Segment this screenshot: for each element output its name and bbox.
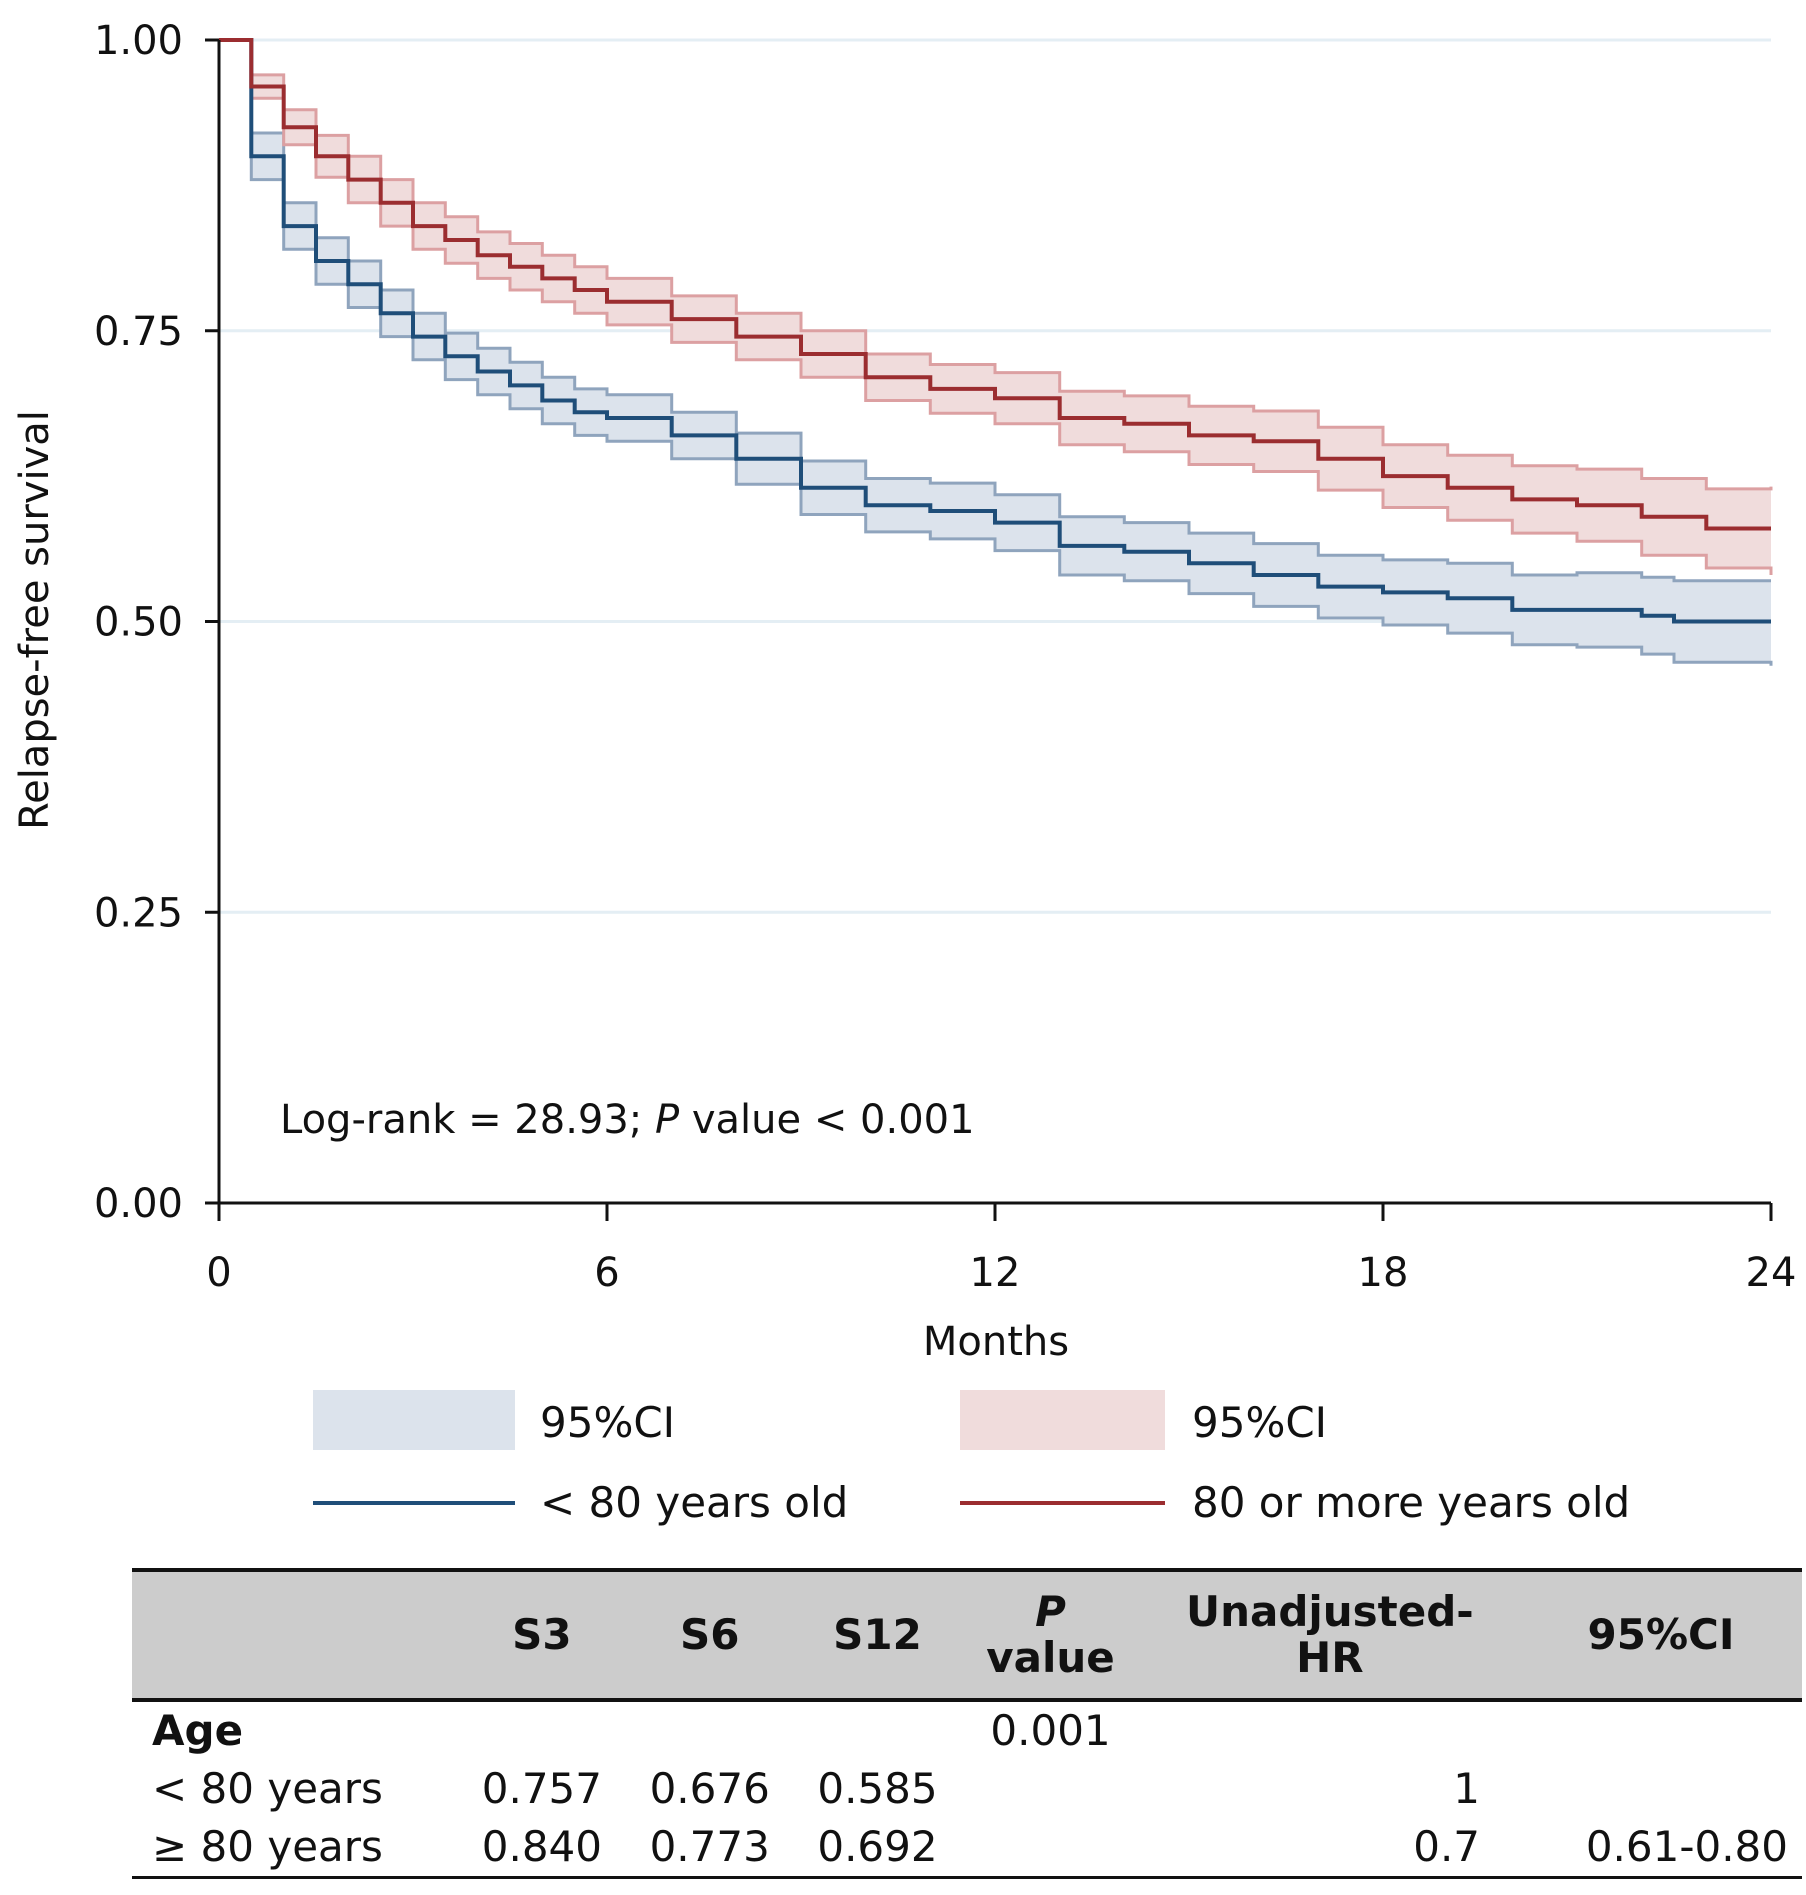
y-tick-label: 0.25: [94, 890, 183, 936]
header-hr-line1: Unadjusted-: [1185, 1587, 1474, 1636]
x-ticks: 0 6 12 18 24: [206, 1203, 1796, 1296]
logrank-suffix: value < 0.001: [679, 1097, 974, 1143]
cell-s6: 0.676: [649, 1764, 770, 1813]
confidence-bands: [219, 38, 1773, 666]
logrank-p-letter: P: [655, 1097, 680, 1143]
table-row: < 80 years 0.757 0.676 0.585 1: [132, 1760, 1802, 1818]
y-tick-label: 0.00: [94, 1181, 183, 1227]
x-tick-label: 12: [970, 1250, 1021, 1296]
legend-ci-swatch-80plus: [960, 1390, 1165, 1450]
logrank-prefix: Log-rank = 28.93;: [280, 1097, 655, 1143]
header-s6: S6: [625, 1570, 794, 1700]
cell-p: [961, 1818, 1139, 1878]
legend-series-label-under80: < 80 years old: [540, 1478, 848, 1527]
x-tick-label: 18: [1358, 1250, 1409, 1296]
header-s12: S12: [793, 1570, 962, 1700]
statistics-table: S3 S6 S12 P value Unadjusted- HR 95%CI A…: [132, 1568, 1802, 1879]
x-axis-label: Months: [923, 1319, 1069, 1365]
legend-ci-label-under80: 95%CI: [540, 1398, 675, 1447]
group-p-value: 0.001: [990, 1706, 1111, 1755]
header-p-value: P value: [961, 1570, 1140, 1700]
group-label: Age: [152, 1706, 244, 1755]
y-tick-label: 0.75: [94, 309, 183, 355]
cell-s6: 0.773: [649, 1822, 770, 1871]
header-p-word: value: [986, 1633, 1115, 1682]
legend-ci-swatch-under80: [313, 1390, 515, 1450]
legend-series-label-80plus: 80 or more years old: [1192, 1478, 1630, 1527]
legend-ci-label-80plus: 95%CI: [1192, 1398, 1327, 1447]
header-ci: 95%CI: [1520, 1570, 1802, 1700]
cell-hr: 1: [1453, 1764, 1481, 1813]
ci-lower-80plus: [219, 38, 1773, 575]
header-hr: Unadjusted- HR: [1139, 1570, 1521, 1700]
table-row-group: Age 0.001: [132, 1700, 1802, 1760]
table-row: ≥ 80 years 0.840 0.773 0.692 0.7 0.61-0.…: [132, 1818, 1802, 1878]
row-label: < 80 years: [152, 1764, 383, 1813]
cell-s12: 0.585: [817, 1764, 938, 1813]
y-axis-label: Relapse-free survival: [12, 410, 58, 830]
x-tick-label: 0: [206, 1250, 231, 1296]
y-tick-label: 1.00: [94, 18, 183, 64]
series-line-80plus: [219, 38, 1771, 531]
ci-lower-under80: [219, 38, 1773, 666]
cell-ci: [1520, 1760, 1802, 1818]
survival-chart: 0.00 0.25 0.50 0.75 1.00 0 6 12 18 24 Relapse-fr…: [12, 18, 1796, 1527]
y-tick-label: 0.50: [94, 600, 183, 646]
cell-hr: 0.7: [1413, 1822, 1481, 1871]
ci-band-under80: [219, 40, 1771, 666]
survival-curves: [219, 38, 1771, 624]
statistics-table-container: S3 S6 S12 P value Unadjusted- HR 95%CI A…: [132, 1568, 1802, 1879]
row-label: ≥ 80 years: [152, 1822, 383, 1871]
series-line-under80: [219, 38, 1771, 624]
cell-s3: 0.757: [481, 1764, 603, 1813]
x-tick-label: 6: [594, 1250, 619, 1296]
table-header-row: S3 S6 S12 P value Unadjusted- HR 95%CI: [132, 1570, 1802, 1700]
legend: 95%CI 95%CI < 80 years old 80 or more ye…: [313, 1390, 1630, 1527]
logrank-annotation: Log-rank = 28.93; P value < 0.001: [280, 1097, 975, 1143]
header-s3: S3: [458, 1570, 626, 1700]
header-hr-line2: HR: [1296, 1633, 1364, 1682]
header-p-letter: P: [1035, 1587, 1066, 1636]
cell-ci: 0.61-0.80: [1585, 1822, 1788, 1871]
cell-p: [961, 1760, 1139, 1818]
y-ticks: 0.00 0.25 0.50 0.75 1.00: [94, 18, 219, 1227]
header-empty: [132, 1570, 458, 1700]
cell-s3: 0.840: [481, 1822, 603, 1871]
cell-s12: 0.692: [817, 1822, 938, 1871]
x-tick-label: 24: [1746, 1250, 1797, 1296]
